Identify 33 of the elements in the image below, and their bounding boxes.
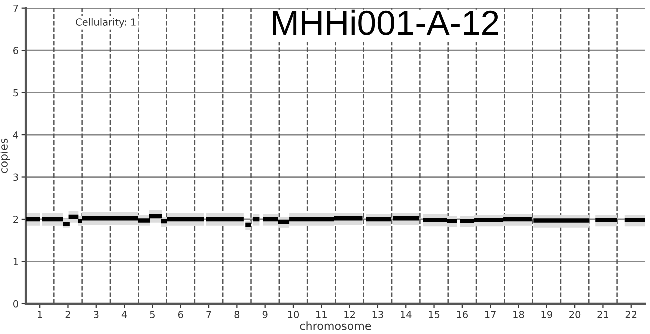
x-tick-label: 2 xyxy=(66,311,70,318)
x-tick-label: 17 xyxy=(485,311,496,318)
y-tick-label: 3 xyxy=(14,174,18,182)
x-tick-label: 7 xyxy=(206,311,212,318)
y-tick-label: 0 xyxy=(14,300,18,308)
x-tick-label: 4 xyxy=(122,311,128,318)
x-tick-label: 13 xyxy=(372,311,384,318)
y-tick-label: 4 xyxy=(13,132,19,139)
y-tick-label: 1 xyxy=(14,258,18,266)
x-axis-title: chromosome xyxy=(300,322,372,330)
x-tick-label: 16 xyxy=(457,311,468,318)
x-tick-label: 22 xyxy=(626,311,637,318)
x-tick-label: 5 xyxy=(150,311,155,318)
x-tick-label: 11 xyxy=(316,311,327,318)
y-tick-label: 7 xyxy=(14,4,18,12)
x-tick-label: 10 xyxy=(288,311,300,318)
x-tick-label: 19 xyxy=(542,311,552,318)
x-tick-label: 8 xyxy=(234,311,240,318)
y-tick-label: 5 xyxy=(14,89,18,97)
x-tick-label: 6 xyxy=(178,311,184,318)
x-tick-label: 21 xyxy=(598,311,609,318)
x-tick-label: 14 xyxy=(401,311,412,318)
x-tick-label: 9 xyxy=(262,311,268,318)
x-tick-label: 15 xyxy=(429,311,440,318)
x-tick-label: 12 xyxy=(344,311,356,318)
x-tick-label: 20 xyxy=(570,311,581,318)
y-tick-label: 2 xyxy=(14,216,18,224)
x-tick-label: 18 xyxy=(514,311,524,318)
x-tick-label: 1 xyxy=(38,311,42,318)
chart-title: MHHi001-A-12 xyxy=(273,10,498,36)
annotation: Cellularity: 1 xyxy=(76,18,136,28)
y-tick-label: 6 xyxy=(14,47,18,54)
x-tick-label: 3 xyxy=(94,311,99,318)
